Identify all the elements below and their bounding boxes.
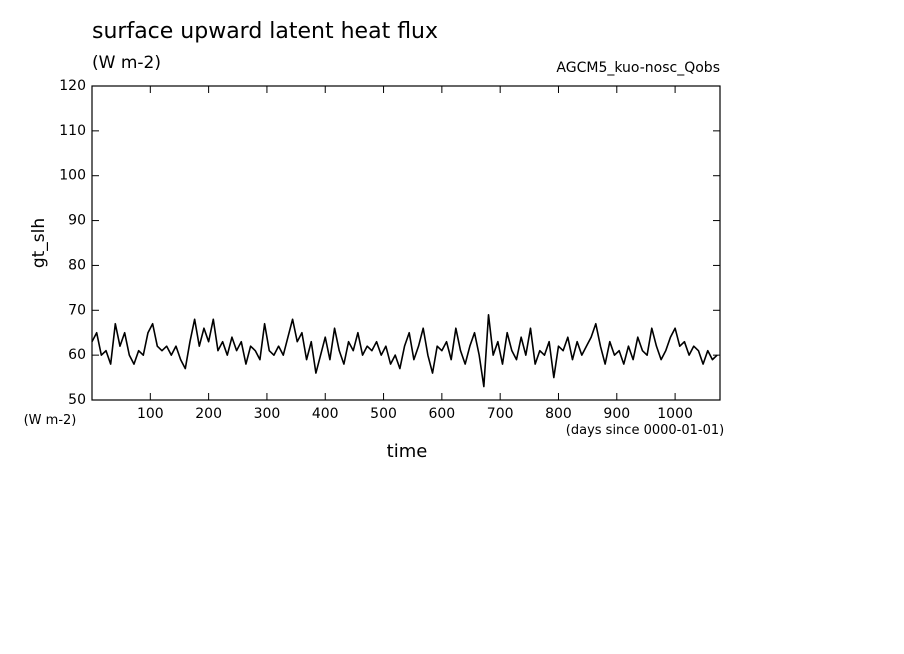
y-tick-label: 110 <box>59 123 86 139</box>
x-tick-label: 400 <box>312 406 339 422</box>
x-tick-label: 600 <box>428 406 455 422</box>
chart-subtitle: (W m-2) <box>92 53 161 73</box>
x-tick-label: 900 <box>603 406 630 422</box>
annotation: AGCM5_kuo-nosc_Qobs <box>556 60 720 76</box>
y-tick-label: 80 <box>68 257 86 273</box>
chart-title: surface upward latent heat flux <box>92 19 438 44</box>
x-tick-label: 200 <box>195 406 222 422</box>
data-line <box>91 313 718 388</box>
y-tick-label: 50 <box>68 392 86 408</box>
y-tick-label: 70 <box>68 302 86 318</box>
y-tick-label: 100 <box>59 168 86 184</box>
x-tick-label: 800 <box>545 406 572 422</box>
x-tick-label: 1000 <box>657 406 693 422</box>
y-tick-label: 90 <box>68 213 86 229</box>
x-tick-label: 300 <box>254 406 281 422</box>
y-tick-label: 120 <box>59 78 86 94</box>
x-tick-label: 500 <box>370 406 397 422</box>
plot-frame <box>91 85 721 401</box>
x-tick-label: 100 <box>137 406 164 422</box>
x-axis-label: time <box>387 441 428 462</box>
y-axis-units: (W m-2) <box>24 413 77 428</box>
y-axis-label: gt_slh <box>29 218 49 268</box>
y-tick-label: 60 <box>68 347 86 363</box>
x-tick-label: 700 <box>487 406 514 422</box>
x-axis-units: (days since 0000-01-01) <box>566 423 724 438</box>
